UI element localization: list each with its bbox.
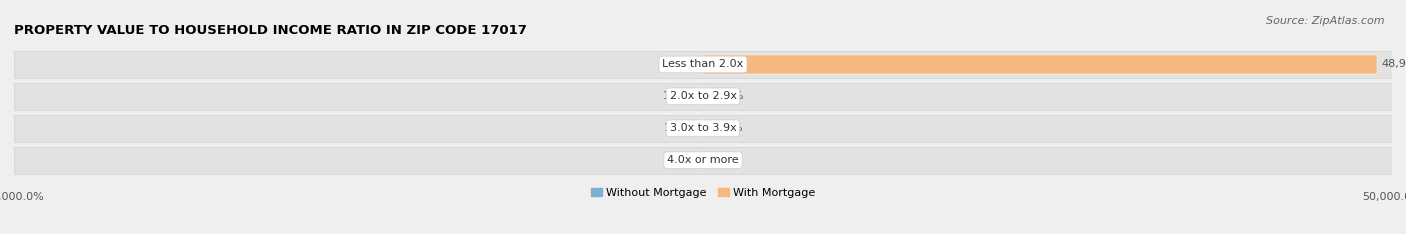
Text: 3.3%: 3.3%	[707, 155, 735, 165]
Bar	[14, 115, 1392, 142]
Bar	[703, 55, 1376, 74]
Bar	[14, 147, 1392, 174]
Text: 48,928.4%: 48,928.4%	[1381, 59, 1406, 69]
Text: 28.5%: 28.5%	[664, 155, 699, 165]
Text: 4.0x or more: 4.0x or more	[668, 155, 738, 165]
Text: 26.2%: 26.2%	[707, 123, 742, 133]
Text: Source: ZipAtlas.com: Source: ZipAtlas.com	[1267, 16, 1385, 26]
Text: 55.7%: 55.7%	[707, 91, 744, 101]
Text: PROPERTY VALUE TO HOUSEHOLD INCOME RATIO IN ZIP CODE 17017: PROPERTY VALUE TO HOUSEHOLD INCOME RATIO…	[14, 24, 527, 37]
Text: 18.1%: 18.1%	[664, 91, 699, 101]
Text: 40.7%: 40.7%	[662, 59, 699, 69]
Bar	[14, 83, 1392, 110]
Text: 2.0x to 2.9x: 2.0x to 2.9x	[669, 91, 737, 101]
Legend: Without Mortgage, With Mortgage: Without Mortgage, With Mortgage	[586, 183, 820, 202]
Bar	[14, 51, 1392, 78]
Text: Less than 2.0x: Less than 2.0x	[662, 59, 744, 69]
Text: 3.0x to 3.9x: 3.0x to 3.9x	[669, 123, 737, 133]
Text: 10.2%: 10.2%	[664, 123, 699, 133]
